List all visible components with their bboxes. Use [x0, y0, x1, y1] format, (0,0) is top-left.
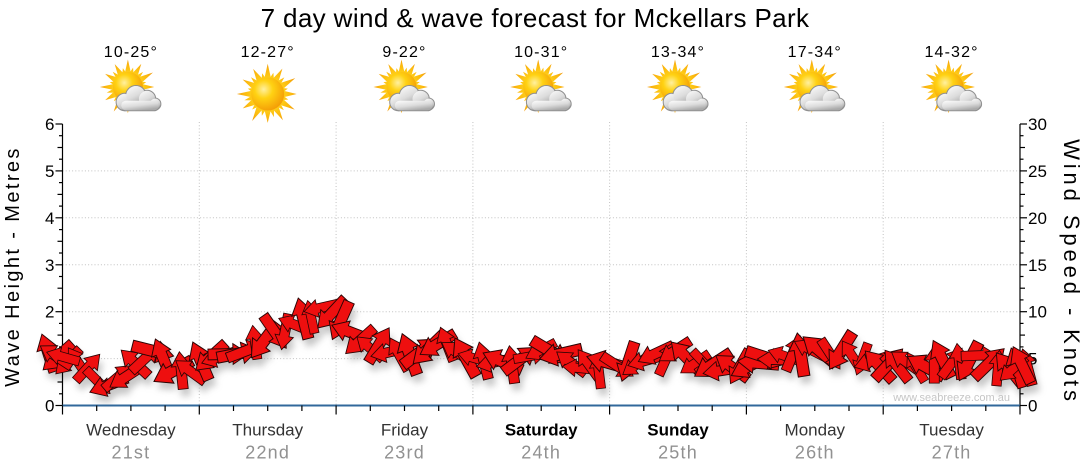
svg-text:26th: 26th — [795, 443, 835, 463]
svg-text:10-31°: 10-31° — [514, 44, 568, 61]
svg-text:4: 4 — [45, 209, 54, 228]
svg-text:0: 0 — [1028, 397, 1037, 416]
svg-text:14-32°: 14-32° — [924, 44, 978, 61]
svg-text:22nd: 22nd — [245, 443, 290, 463]
svg-text:10: 10 — [1028, 303, 1047, 322]
svg-text:Monday: Monday — [785, 421, 846, 440]
svg-text:2: 2 — [45, 303, 54, 322]
svg-text:Friday: Friday — [381, 421, 429, 440]
svg-text:12-27°: 12-27° — [241, 44, 295, 61]
svg-text:10-25°: 10-25° — [104, 44, 158, 61]
svg-text:25th: 25th — [658, 443, 698, 463]
svg-text:30: 30 — [1028, 115, 1047, 134]
svg-text:www.seabreeze.com.au: www.seabreeze.com.au — [892, 392, 1010, 404]
svg-text:13-34°: 13-34° — [651, 44, 705, 61]
svg-text:25: 25 — [1028, 162, 1047, 181]
svg-text:7 day wind & wave forecast for: 7 day wind & wave forecast for Mckellars… — [261, 3, 810, 33]
svg-text:23rd: 23rd — [384, 443, 425, 463]
svg-text:Saturday: Saturday — [505, 421, 578, 440]
svg-text:Thursday: Thursday — [232, 421, 303, 440]
svg-text:27th: 27th — [932, 443, 972, 463]
svg-text:Tuesday: Tuesday — [919, 421, 984, 440]
svg-text:Wave Height - Metres: Wave Height - Metres — [2, 146, 24, 387]
svg-text:3: 3 — [45, 256, 54, 275]
svg-text:24th: 24th — [521, 443, 561, 463]
svg-text:6: 6 — [45, 115, 54, 134]
svg-text:Wednesday: Wednesday — [86, 421, 176, 440]
svg-text:Sunday: Sunday — [647, 421, 709, 440]
svg-text:21st: 21st — [111, 443, 150, 463]
svg-text:9-22°: 9-22° — [382, 44, 426, 61]
svg-text:15: 15 — [1028, 256, 1047, 275]
svg-text:0: 0 — [45, 397, 54, 416]
svg-text:5: 5 — [45, 162, 54, 181]
svg-text:Wind Speed - Knots: Wind Speed - Knots — [1059, 139, 1080, 405]
svg-text:17-34°: 17-34° — [788, 44, 842, 61]
svg-text:20: 20 — [1028, 209, 1047, 228]
